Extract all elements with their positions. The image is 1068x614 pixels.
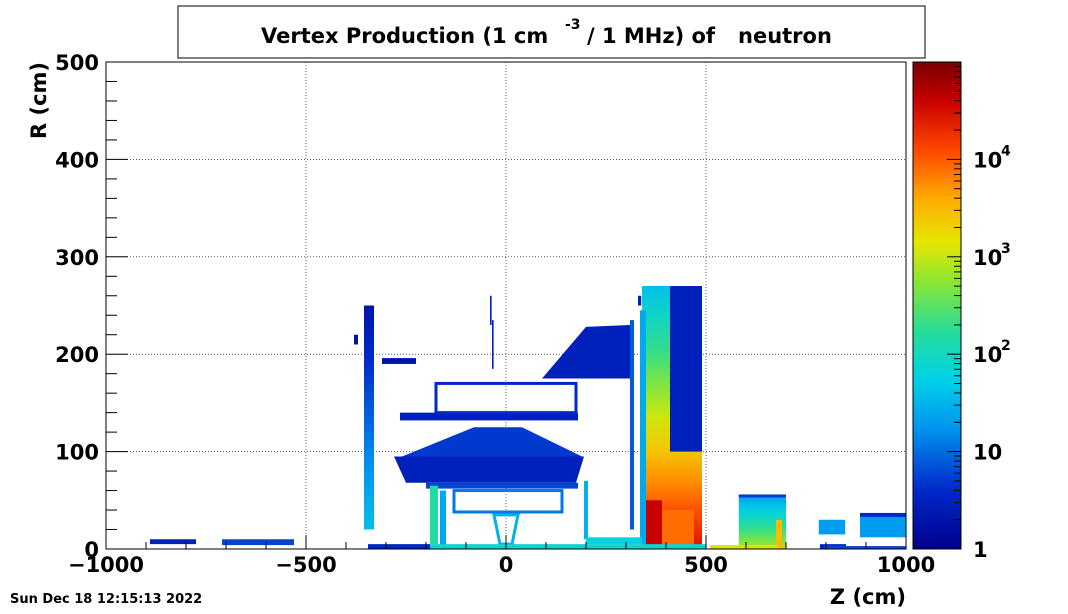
- heatmap-cell: [368, 544, 430, 549]
- colorbar-tick-label: 10: [973, 343, 1002, 367]
- grid-lines: [106, 62, 906, 549]
- heatmap-cell: [642, 500, 662, 549]
- x-tick-label: 500: [684, 553, 728, 577]
- heatmap-cell: [670, 286, 702, 452]
- title-box: [177, 5, 926, 59]
- y-axis-label: R (cm): [27, 62, 51, 139]
- heatmap-cell: [630, 320, 634, 530]
- x-tick-label: −500: [275, 553, 336, 577]
- heatmap-cell: [426, 482, 578, 489]
- heatmap-cell: [710, 545, 778, 549]
- heatmap-cell: [824, 546, 906, 549]
- y-tick-label: 200: [55, 343, 99, 367]
- colorbar-tick-exponent: 3: [1001, 241, 1011, 257]
- heatmap-cell: [584, 480, 588, 540]
- x-axis-label: Z (cm): [830, 585, 906, 609]
- x-tick-labels: −1000 −500 0 500 1000: [68, 553, 935, 577]
- heatmap-cell: [426, 544, 706, 549]
- heatmap-cell: [860, 512, 906, 517]
- y-tick-label: 400: [55, 148, 99, 172]
- heatmap-cell: [440, 490, 446, 549]
- y-tick-label: 500: [55, 51, 99, 75]
- heatmap-cell: [542, 324, 630, 379]
- colorbar-tick-exponent: 2: [1001, 338, 1011, 354]
- heatmap-cell: [586, 537, 642, 545]
- heatmap-cell: [640, 310, 646, 549]
- timestamp: Sun Dec 18 12:15:13 2022: [10, 592, 202, 607]
- colorbar-tick-label: 10: [973, 148, 1002, 172]
- heatmap-cell: [860, 512, 906, 538]
- heatmap-cell: [150, 539, 196, 545]
- title-tail: / 1 MHz) of: [587, 24, 716, 48]
- colorbar: [912, 61, 962, 550]
- heatmap-cell: [738, 494, 786, 498]
- heatmap-cell: [430, 485, 438, 545]
- colorbar-tick-label: 10: [973, 246, 1002, 270]
- heatmap-cell: [662, 510, 694, 549]
- y-tick-label: 300: [55, 246, 99, 270]
- heatmap-cell: [394, 456, 584, 483]
- x-tick-label: 1000: [877, 553, 935, 577]
- heatmap-cell: [400, 412, 578, 421]
- heatmap-cell: [490, 295, 492, 325]
- heatmap-cell: [354, 334, 358, 345]
- heatmap-cell: [402, 427, 582, 457]
- colorbar-tick-exponent: 4: [1001, 143, 1011, 159]
- heatmap-cell: [638, 295, 642, 306]
- title-main: Vertex Production (1 cm: [261, 24, 548, 48]
- title-particle: neutron: [738, 24, 832, 48]
- heatmap-regions: [150, 286, 906, 549]
- heatmap-cell: [382, 358, 416, 364]
- y-tick-label: 100: [55, 441, 99, 465]
- title-exponent: -3: [565, 17, 581, 33]
- colorbar-tick-label: 1: [973, 538, 988, 562]
- colorbar-tick-label: 10: [973, 441, 1002, 465]
- heatmap-cell: [452, 489, 564, 514]
- y-tick-labels: 0 100 200 300 400 500: [55, 51, 99, 562]
- x-tick-label: 0: [499, 553, 514, 577]
- y-tick-label: 0: [84, 538, 99, 562]
- axis-ticks: [105, 61, 907, 550]
- heatmap-cell: [776, 519, 782, 549]
- heatmap-cell: [818, 519, 846, 535]
- heatmap-cell: [364, 305, 374, 530]
- x-tick-label: −1000: [68, 553, 144, 577]
- heatmap-cell: [492, 320, 494, 369]
- heatmap-cell: [222, 539, 294, 546]
- heatmap-cell: [434, 381, 578, 415]
